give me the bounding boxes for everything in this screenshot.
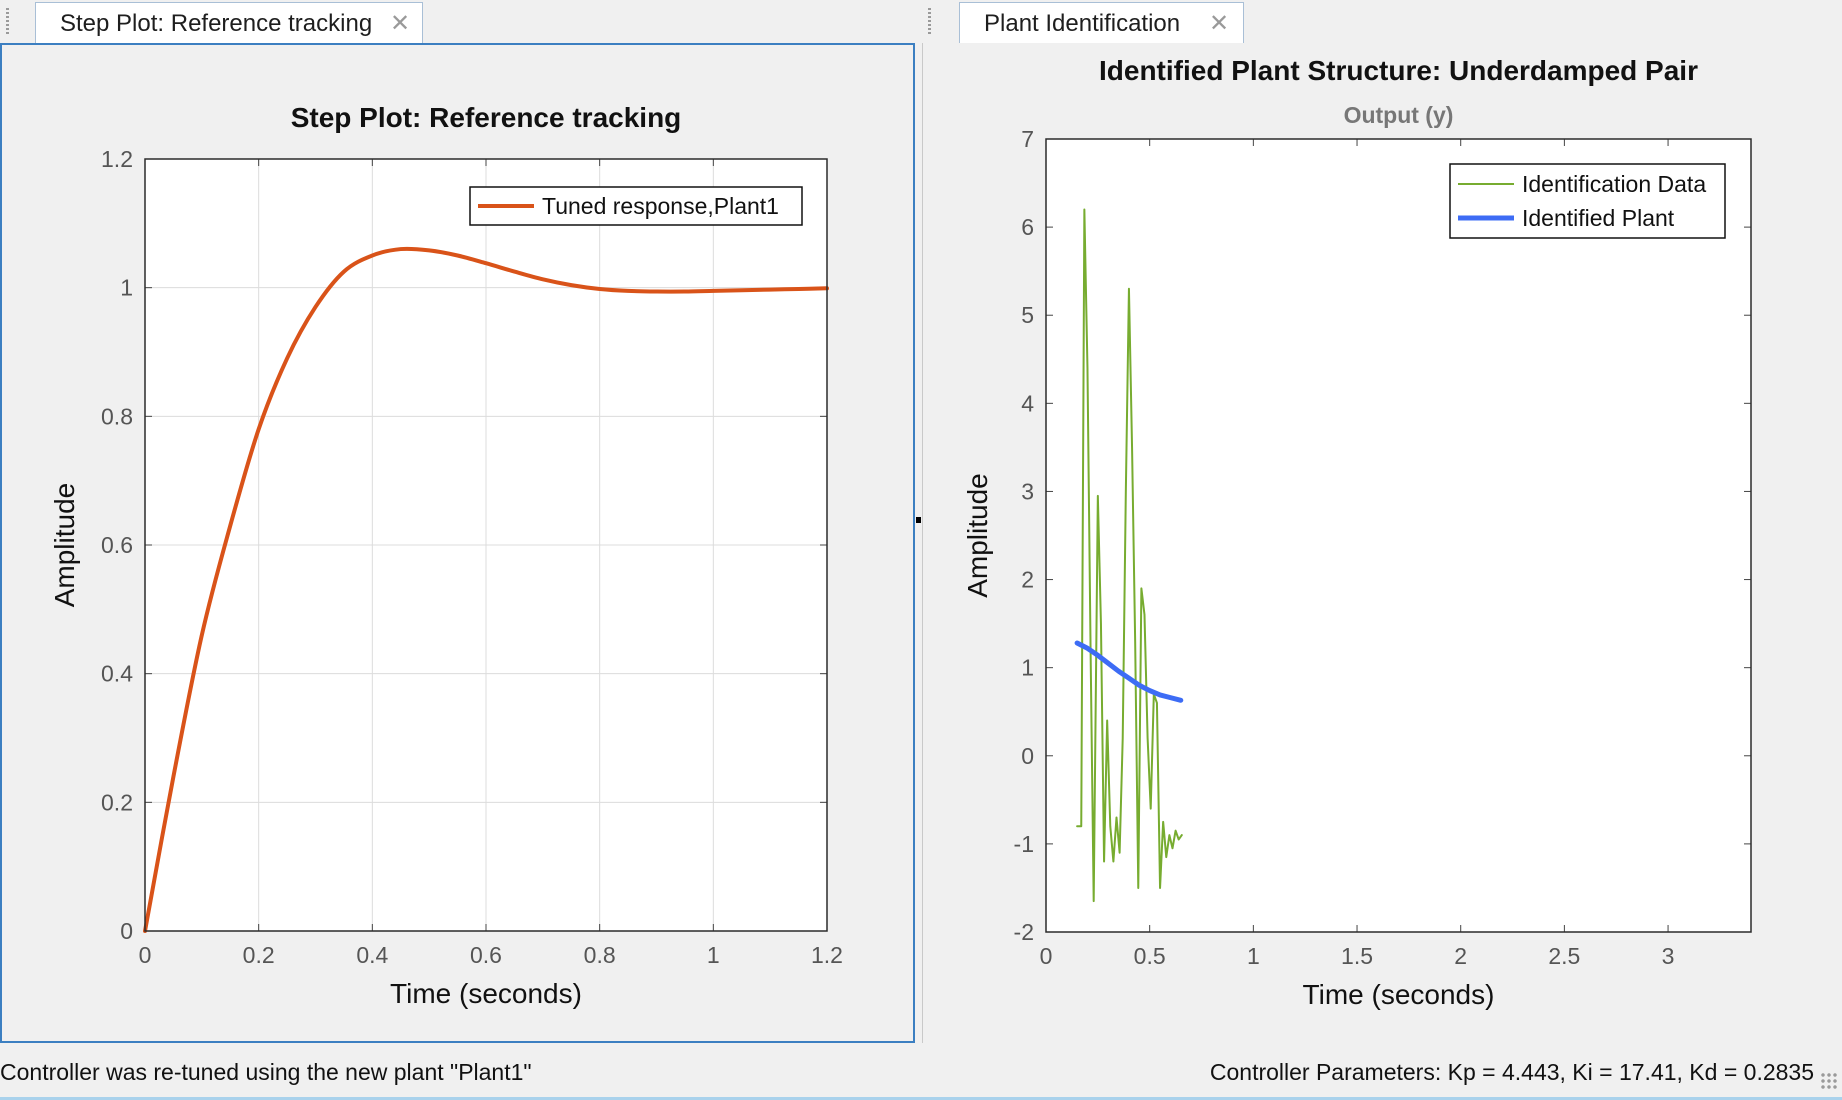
- y-tick-label: 0: [1021, 743, 1034, 769]
- x-axis-label: Time (seconds): [1303, 979, 1495, 1010]
- plant-id-figure: Identified Plant Structure: Underdamped …: [922, 43, 1842, 1043]
- step-plot-chart: Step Plot: Reference tracking 0 0.2 0.4 0.6 0…: [49, 102, 843, 1009]
- y-tick-label: 4: [1021, 390, 1034, 416]
- tab-label: Step Plot: Reference tracking: [60, 10, 373, 37]
- resize-grip-icon[interactable]: [1820, 1072, 1838, 1090]
- x-tick-label: 3: [1662, 943, 1675, 969]
- x-axis-label: Time (seconds): [390, 978, 582, 1009]
- plot-frame: [144, 158, 828, 932]
- status-bar: Controller was re-tuned using the new pl…: [0, 1043, 1842, 1100]
- y-tick-label: 0: [120, 918, 133, 944]
- x-tick-label: 1: [1247, 943, 1260, 969]
- y-tick-label: 1.2: [101, 146, 133, 172]
- y-tick-label: 6: [1021, 214, 1034, 240]
- step-plot-figure: Step Plot: Reference tracking 0 0.2 0.4 0.6 0…: [0, 43, 915, 1043]
- chart-subtitle: Output (y): [1344, 102, 1454, 128]
- y-tick-label: 1: [1021, 655, 1034, 681]
- legend-entry: Tuned response,Plant1: [542, 193, 779, 219]
- chart-title: Identified Plant Structure: Underdamped …: [1099, 55, 1698, 86]
- status-message: Controller was re-tuned using the new pl…: [0, 1059, 532, 1085]
- plant-id-chart: Identified Plant Structure: Underdamped …: [962, 55, 1752, 1010]
- x-tick-label: 0.5: [1134, 943, 1166, 969]
- step-plot-panel: Step Plot: Reference tracking ✕ Step Plo…: [0, 0, 915, 1043]
- close-icon[interactable]: ✕: [390, 10, 411, 37]
- y-tick-label: 2: [1021, 567, 1034, 593]
- tab-label: Plant Identification: [984, 10, 1181, 37]
- tab-plant-identification[interactable]: Plant Identification ✕: [959, 2, 1244, 44]
- y-tick-label: 0.8: [101, 403, 133, 429]
- x-tick-label: 0.8: [584, 942, 616, 968]
- controller-parameters: Controller Parameters: Kp = 4.443, Ki = …: [1209, 1059, 1814, 1085]
- x-tick-label: 0.4: [356, 942, 388, 968]
- x-tick-label: 0.6: [470, 942, 502, 968]
- splitter-handle-icon[interactable]: [916, 517, 921, 523]
- left-tabstrip: Step Plot: Reference tracking ✕: [0, 0, 915, 44]
- y-tick-label: 1: [120, 275, 133, 301]
- plot-area: [1046, 139, 1751, 932]
- x-tick-label: 0.2: [243, 942, 275, 968]
- y-axis-label: Amplitude: [962, 473, 993, 598]
- y-tick-label: 0.2: [101, 789, 133, 815]
- legend-entry: Identified Plant: [1522, 205, 1675, 231]
- drag-grip-icon[interactable]: [6, 8, 9, 36]
- y-tick-label: -2: [1014, 919, 1034, 945]
- series-line: [143, 246, 829, 933]
- y-tick-label: 5: [1021, 302, 1034, 328]
- close-icon[interactable]: ✕: [1209, 10, 1230, 37]
- y-tick-label: 3: [1021, 478, 1034, 504]
- tab-step-plot[interactable]: Step Plot: Reference tracking ✕: [35, 2, 423, 44]
- legend-entry: Identification Data: [1522, 171, 1706, 197]
- y-tick-label: 0.4: [101, 661, 133, 687]
- y-axis-label: Amplitude: [49, 483, 80, 608]
- x-tick-label: 1.5: [1341, 943, 1373, 969]
- x-tick-label: 0: [139, 942, 152, 968]
- plant-identification-panel: Plant Identification ✕ Identified Plant …: [922, 0, 1842, 1043]
- chart-title: Step Plot: Reference tracking: [291, 102, 682, 133]
- y-tick-label: 0.6: [101, 532, 133, 558]
- x-tick-label: 1.2: [811, 942, 843, 968]
- x-tick-label: 1: [707, 942, 720, 968]
- drag-grip-icon[interactable]: [928, 8, 931, 36]
- legend-box: [1449, 163, 1726, 239]
- y-tick-label: 7: [1021, 126, 1034, 152]
- window-bottom-border: [0, 1097, 1842, 1100]
- x-tick-label: 0: [1040, 943, 1053, 969]
- x-tick-label: 2.5: [1548, 943, 1580, 969]
- series-line: [1074, 640, 1184, 703]
- right-tabstrip: Plant Identification ✕: [922, 0, 1842, 44]
- plot-frame: [1045, 138, 1752, 933]
- x-tick-label: 2: [1454, 943, 1467, 969]
- y-tick-label: -1: [1014, 831, 1034, 857]
- series-line: [1076, 208, 1183, 903]
